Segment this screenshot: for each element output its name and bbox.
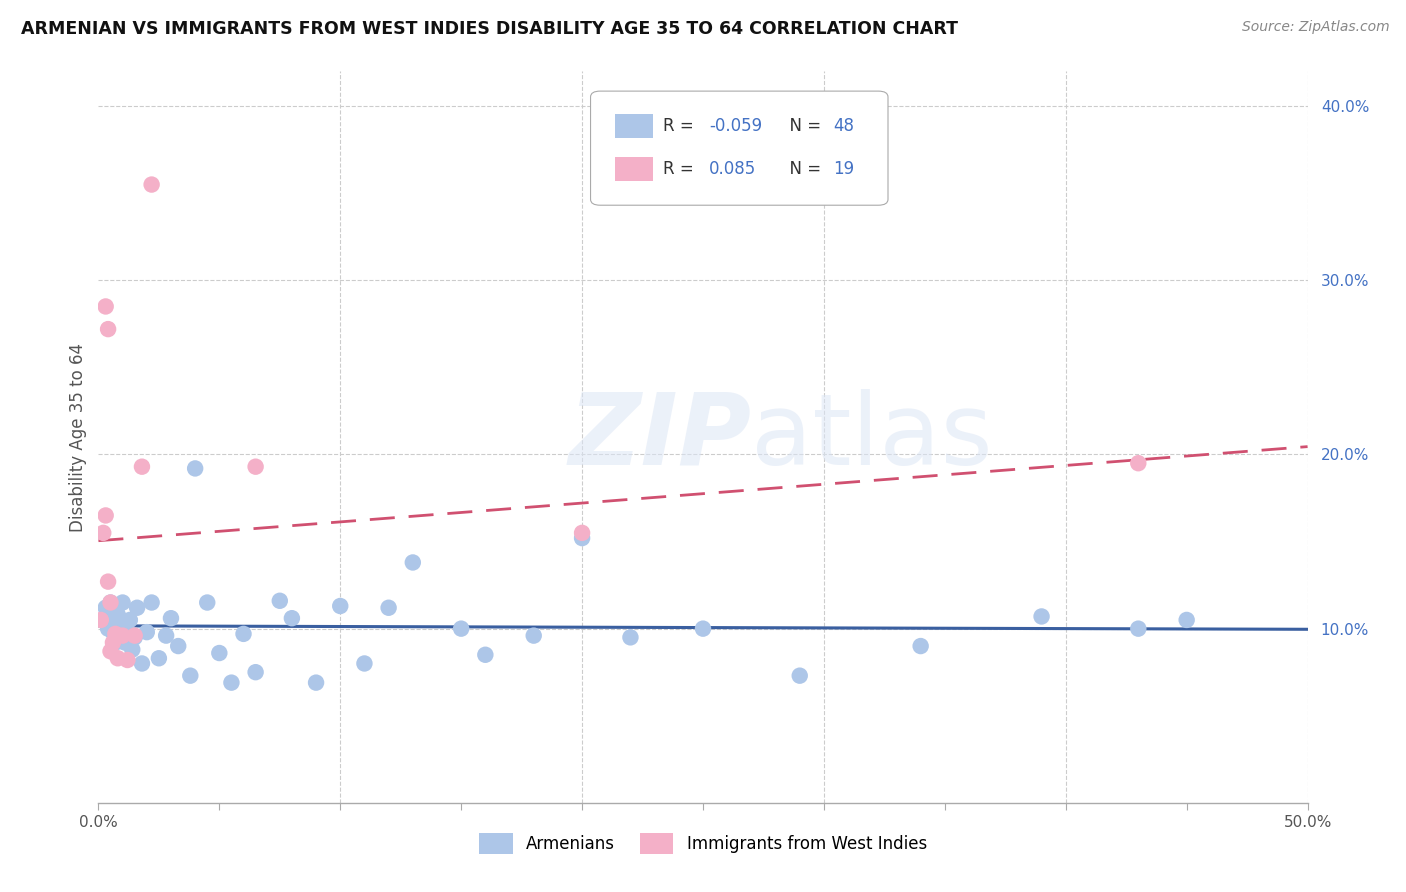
Point	[523, 629, 546, 643]
Point	[118, 613, 141, 627]
Text: R =: R =	[664, 117, 699, 136]
Point	[108, 622, 131, 636]
Point	[101, 635, 124, 649]
Point	[910, 639, 932, 653]
Text: 19: 19	[834, 160, 855, 178]
Text: atlas: atlas	[751, 389, 993, 485]
Point	[155, 629, 177, 643]
Point	[100, 644, 122, 658]
Point	[124, 631, 146, 645]
Text: R =: R =	[664, 160, 704, 178]
Point	[141, 595, 163, 609]
Point	[1175, 613, 1198, 627]
Point	[94, 508, 117, 523]
Point	[107, 651, 129, 665]
FancyBboxPatch shape	[614, 157, 654, 181]
Point	[117, 625, 139, 640]
Point	[305, 675, 328, 690]
Point	[104, 600, 127, 615]
Point	[148, 651, 170, 665]
Text: 48: 48	[834, 117, 855, 136]
Point	[121, 642, 143, 657]
Point	[124, 629, 146, 643]
FancyBboxPatch shape	[591, 91, 889, 205]
Point	[104, 627, 127, 641]
Point	[90, 613, 112, 627]
Text: 0.085: 0.085	[709, 160, 756, 178]
Point	[100, 595, 122, 609]
Point	[245, 665, 267, 680]
Point	[97, 622, 120, 636]
Point	[571, 531, 593, 545]
Point	[131, 657, 153, 671]
Point	[1128, 622, 1150, 636]
Point	[269, 594, 291, 608]
Point	[91, 525, 114, 540]
Point	[127, 600, 149, 615]
Point	[571, 525, 593, 540]
Text: N =: N =	[779, 117, 827, 136]
Point	[167, 639, 190, 653]
Text: ARMENIAN VS IMMIGRANTS FROM WEST INDIES DISABILITY AGE 35 TO 64 CORRELATION CHAR: ARMENIAN VS IMMIGRANTS FROM WEST INDIES …	[21, 20, 957, 37]
Point	[97, 322, 120, 336]
Point	[179, 668, 201, 682]
Point	[1031, 609, 1053, 624]
Point	[692, 622, 714, 636]
Point	[221, 675, 243, 690]
Point	[107, 607, 129, 622]
Point	[111, 595, 134, 609]
Point	[101, 625, 124, 640]
Point	[1128, 456, 1150, 470]
Point	[195, 595, 218, 609]
Legend: Armenians, Immigrants from West Indies: Armenians, Immigrants from West Indies	[472, 827, 934, 860]
Point	[94, 300, 117, 314]
Point	[100, 595, 122, 609]
Text: N =: N =	[779, 160, 827, 178]
Point	[474, 648, 496, 662]
Point	[377, 600, 399, 615]
Point	[619, 631, 641, 645]
Point	[208, 646, 231, 660]
Point	[184, 461, 207, 475]
Y-axis label: Disability Age 35 to 64: Disability Age 35 to 64	[69, 343, 87, 532]
Text: Source: ZipAtlas.com: Source: ZipAtlas.com	[1241, 20, 1389, 34]
Point	[353, 657, 375, 671]
Point	[281, 611, 304, 625]
Point	[245, 459, 267, 474]
Point	[402, 556, 425, 570]
Text: ZIP: ZIP	[568, 389, 751, 485]
Point	[97, 574, 120, 589]
Point	[329, 599, 352, 613]
Point	[104, 635, 127, 649]
Point	[160, 611, 183, 625]
Point	[450, 622, 472, 636]
Point	[100, 611, 122, 625]
Point	[232, 627, 254, 641]
Point	[117, 653, 139, 667]
Point	[131, 459, 153, 474]
Point	[135, 625, 157, 640]
Text: -0.059: -0.059	[709, 117, 762, 136]
Point	[114, 635, 136, 649]
Point	[94, 600, 117, 615]
Point	[789, 668, 811, 682]
Point	[141, 178, 163, 192]
Point	[111, 629, 134, 643]
FancyBboxPatch shape	[614, 114, 654, 138]
